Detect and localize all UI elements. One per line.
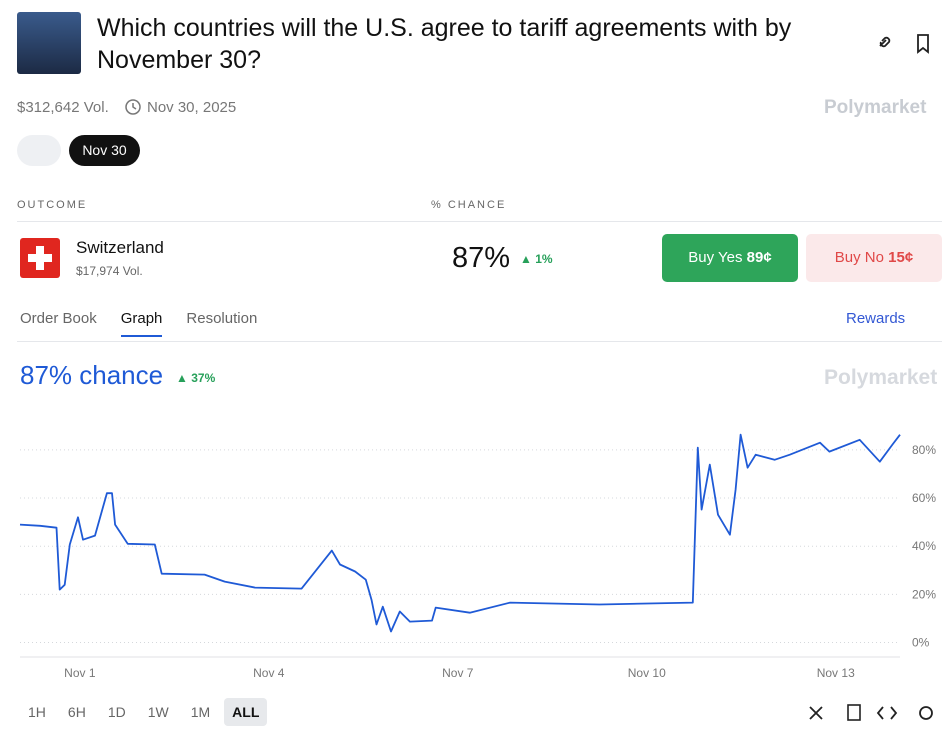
range-button[interactable]: 1D xyxy=(107,704,126,720)
x-tick-label: Nov 13 xyxy=(817,666,855,680)
y-tick-label: 20% xyxy=(912,587,936,601)
x-tick-label: Nov 7 xyxy=(442,666,474,680)
change-value: 1% xyxy=(535,252,553,266)
date-chip[interactable]: Nov 30 xyxy=(69,135,140,166)
tab[interactable]: Order Book xyxy=(20,310,97,327)
outcome-chance: 87% xyxy=(452,242,511,274)
buy-yes-label: Buy Yes xyxy=(688,249,743,266)
outcome-column: OUTCOME xyxy=(17,199,88,211)
y-tick-label: 80% xyxy=(912,443,936,457)
chance-column: % CHANCE xyxy=(431,199,507,211)
graph-headline: 87% chance xyxy=(20,360,164,390)
header-icons[interactable] xyxy=(876,32,936,56)
range-button[interactable]: 1W xyxy=(147,704,169,720)
yes-price: 89¢ xyxy=(746,249,772,266)
divider xyxy=(17,221,942,222)
brand: Polymarket xyxy=(824,97,927,118)
market-title: Which countries will the U.S. agree to t… xyxy=(97,14,792,74)
rewards[interactable]: Rewards xyxy=(846,310,906,327)
y-tick-label: 0% xyxy=(912,636,930,650)
history-button[interactable] xyxy=(17,135,61,166)
range-button[interactable]: 1H xyxy=(28,704,46,720)
x-tick-label: Nov 10 xyxy=(628,666,666,680)
y-tick-label: 40% xyxy=(912,539,936,553)
volume: $312,642 Vol. xyxy=(17,99,109,116)
range-button[interactable]: ALL xyxy=(224,698,268,726)
divider xyxy=(17,341,942,342)
graph-change-value: 37% xyxy=(191,371,216,385)
price-chart: 0% 20% 40% 60% 80% Nov 1 Nov 4 Nov 7 Nov 10 Nov 1… xyxy=(19,433,936,680)
tab[interactable]: Graph xyxy=(120,310,163,337)
x-tick-label: Nov 1 xyxy=(64,666,96,680)
x-tick-label: Nov 4 xyxy=(253,666,285,680)
price-line xyxy=(19,433,901,633)
tabs: Order Book Graph Resolution xyxy=(20,310,281,337)
outcome-name: Switzerland xyxy=(76,238,164,257)
chart-tools[interactable] xyxy=(808,703,938,723)
range-button[interactable]: 6H xyxy=(67,704,86,720)
buy-yes[interactable]: Buy Yes 89¢ xyxy=(662,234,798,282)
swiss-flag xyxy=(20,238,60,278)
watermark: Polymarket xyxy=(824,366,938,389)
y-tick-label: 60% xyxy=(912,491,936,505)
outcome-change: ▲ 1% xyxy=(520,252,553,266)
buy-no[interactable]: Buy No 15¢ xyxy=(806,234,942,282)
range-button[interactable]: 1M xyxy=(190,704,211,720)
range-buttons: 1H 6H 1D 1W 1M ALL xyxy=(20,698,273,726)
market-image xyxy=(17,12,81,74)
clock-icon xyxy=(125,99,141,115)
tab[interactable]: Resolution xyxy=(186,310,258,327)
buy-no-label: Buy No xyxy=(834,249,884,266)
no-price: 15¢ xyxy=(888,249,914,266)
end-date: Nov 30, 2025 xyxy=(147,99,237,116)
outcome-volume: $17,974 Vol. xyxy=(76,264,143,278)
graph-change: ▲ 37% xyxy=(176,371,216,385)
